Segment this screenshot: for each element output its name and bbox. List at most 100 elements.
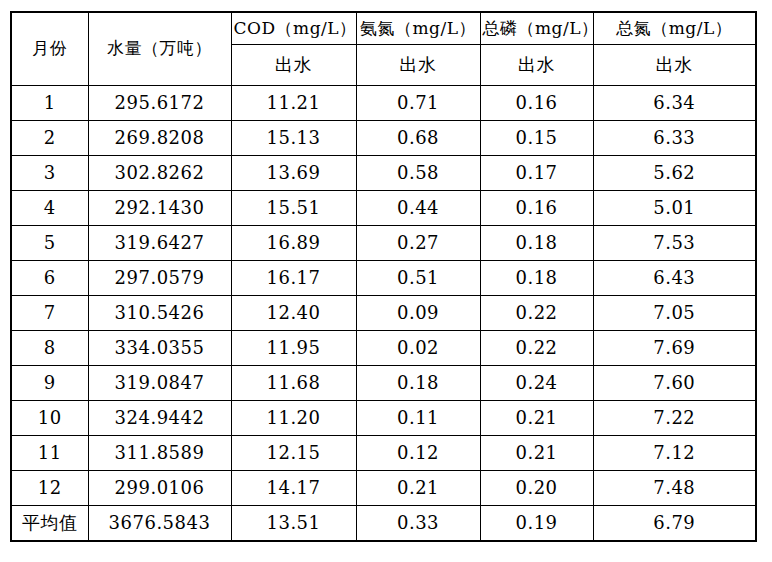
cell-tn: 6.79: [593, 506, 756, 542]
cell-tp: 0.22: [480, 296, 593, 331]
cell-nh3n: 0.18: [356, 366, 480, 401]
cell-volume: 295.6172: [88, 86, 231, 121]
cell-tn: 7.53: [593, 226, 756, 261]
table-row: 4292.143015.510.440.165.01: [11, 191, 756, 226]
column-header-tp: 总磷（mg/L）: [480, 12, 593, 45]
cell-cod: 11.68: [231, 366, 356, 401]
cell-tp: 0.21: [480, 401, 593, 436]
cell-nh3n: 0.44: [356, 191, 480, 226]
cell-cod: 16.89: [231, 226, 356, 261]
cell-cod: 12.15: [231, 436, 356, 471]
subheader-cod-effluent: 出水: [231, 45, 356, 86]
cell-nh3n: 0.11: [356, 401, 480, 436]
cell-month: 9: [11, 366, 88, 401]
cell-tp: 0.22: [480, 331, 593, 366]
table-row: 9319.084711.680.180.247.60: [11, 366, 756, 401]
cell-cod: 11.21: [231, 86, 356, 121]
cell-volume: 292.1430: [88, 191, 231, 226]
cell-tn: 7.05: [593, 296, 756, 331]
column-header-volume: 水量（万吨）: [88, 12, 231, 86]
cell-cod: 11.20: [231, 401, 356, 436]
cell-tn: 6.34: [593, 86, 756, 121]
cell-month: 10: [11, 401, 88, 436]
cell-nh3n: 0.71: [356, 86, 480, 121]
cell-tn: 7.60: [593, 366, 756, 401]
cell-nh3n: 0.58: [356, 156, 480, 191]
table-row: 5319.642716.890.270.187.53: [11, 226, 756, 261]
cell-cod: 15.13: [231, 121, 356, 156]
subheader-tp-effluent: 出水: [480, 45, 593, 86]
cell-cod: 15.51: [231, 191, 356, 226]
cell-cod: 13.51: [231, 506, 356, 542]
column-header-nh3n: 氨氮（mg/L）: [356, 12, 480, 45]
cell-volume: 299.0106: [88, 471, 231, 506]
cell-tp: 0.16: [480, 191, 593, 226]
cell-month: 3: [11, 156, 88, 191]
column-header-month: 月份: [11, 12, 88, 86]
cell-volume: 311.8589: [88, 436, 231, 471]
cell-tp: 0.24: [480, 366, 593, 401]
cell-tn: 7.48: [593, 471, 756, 506]
cell-tp: 0.19: [480, 506, 593, 542]
cell-tn: 5.62: [593, 156, 756, 191]
cell-month: 5: [11, 226, 88, 261]
cell-month: 8: [11, 331, 88, 366]
table-row: 2269.820815.130.680.156.33: [11, 121, 756, 156]
cell-volume: 310.5426: [88, 296, 231, 331]
table-header: 月份 水量（万吨） COD（mg/L） 氨氮（mg/L） 总磷（mg/L） 总氮…: [11, 12, 756, 86]
cell-nh3n: 0.33: [356, 506, 480, 542]
cell-tp: 0.20: [480, 471, 593, 506]
cell-tn: 6.33: [593, 121, 756, 156]
cell-volume: 324.9442: [88, 401, 231, 436]
cell-tp: 0.21: [480, 436, 593, 471]
cell-month: 7: [11, 296, 88, 331]
cell-tn: 7.22: [593, 401, 756, 436]
cell-month: 平均值: [11, 506, 88, 542]
table-row: 3302.826213.690.580.175.62: [11, 156, 756, 191]
cell-month: 6: [11, 261, 88, 296]
cell-month: 4: [11, 191, 88, 226]
subheader-tn-effluent: 出水: [593, 45, 756, 86]
cell-nh3n: 0.21: [356, 471, 480, 506]
cell-nh3n: 0.68: [356, 121, 480, 156]
cell-volume: 319.6427: [88, 226, 231, 261]
cell-month: 11: [11, 436, 88, 471]
cell-tp: 0.18: [480, 226, 593, 261]
cell-tp: 0.17: [480, 156, 593, 191]
cell-volume: 297.0579: [88, 261, 231, 296]
table-row: 1295.617211.210.710.166.34: [11, 86, 756, 121]
cell-cod: 14.17: [231, 471, 356, 506]
cell-month: 1: [11, 86, 88, 121]
cell-cod: 16.17: [231, 261, 356, 296]
cell-cod: 11.95: [231, 331, 356, 366]
cell-nh3n: 0.27: [356, 226, 480, 261]
cell-volume: 3676.5843: [88, 506, 231, 542]
column-header-tn: 总氮（mg/L）: [593, 12, 756, 45]
table-row: 6297.057916.170.510.186.43: [11, 261, 756, 296]
cell-cod: 12.40: [231, 296, 356, 331]
cell-tp: 0.18: [480, 261, 593, 296]
header-row-top: 月份 水量（万吨） COD（mg/L） 氨氮（mg/L） 总磷（mg/L） 总氮…: [11, 12, 756, 45]
cell-tp: 0.16: [480, 86, 593, 121]
subheader-nh3n-effluent: 出水: [356, 45, 480, 86]
table-row: 7310.542612.400.090.227.05: [11, 296, 756, 331]
cell-cod: 13.69: [231, 156, 356, 191]
cell-nh3n: 0.09: [356, 296, 480, 331]
page: 月份 水量（万吨） COD（mg/L） 氨氮（mg/L） 总磷（mg/L） 总氮…: [0, 0, 772, 562]
cell-tn: 7.12: [593, 436, 756, 471]
cell-month: 12: [11, 471, 88, 506]
cell-volume: 302.8262: [88, 156, 231, 191]
cell-nh3n: 0.51: [356, 261, 480, 296]
column-header-cod: COD（mg/L）: [231, 12, 356, 45]
cell-volume: 319.0847: [88, 366, 231, 401]
table-row: 12299.010614.170.210.207.48: [11, 471, 756, 506]
cell-volume: 334.0355: [88, 331, 231, 366]
table-row-average: 平均值3676.584313.510.330.196.79: [11, 506, 756, 542]
cell-tn: 6.43: [593, 261, 756, 296]
table-row: 10324.944211.200.110.217.22: [11, 401, 756, 436]
cell-tp: 0.15: [480, 121, 593, 156]
cell-month: 2: [11, 121, 88, 156]
table-row: 8334.035511.950.020.227.69: [11, 331, 756, 366]
cell-volume: 269.8208: [88, 121, 231, 156]
cell-tn: 7.69: [593, 331, 756, 366]
